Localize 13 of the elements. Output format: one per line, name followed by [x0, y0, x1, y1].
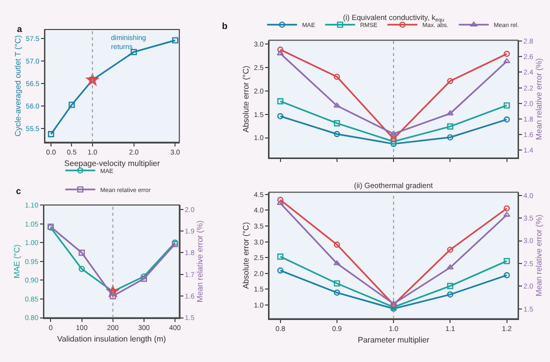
text: a: [17, 24, 23, 34]
y2-axis-title: Mean relative error (%): [534, 58, 544, 140]
y-axis-title: MAE (°C): [12, 244, 22, 278]
y2-axis-title: Mean relative error (%): [534, 214, 544, 296]
text: b: [222, 21, 228, 31]
x-axis-title: Validation insulation length (m): [57, 334, 166, 344]
y2-axis-title: Mean relative error (%): [196, 220, 205, 302]
text: c: [16, 186, 22, 196]
x-axis-title: Seepage-velocity multiplier: [64, 158, 160, 168]
y-axis-title: Absolute error (°C): [242, 222, 251, 289]
x-axis-title: Parameter multiplier: [358, 335, 430, 344]
y-axis-title: Absolute error (°C): [242, 65, 251, 132]
y-axis-title: Cycle-averaged outlet T (°C): [14, 34, 23, 136]
